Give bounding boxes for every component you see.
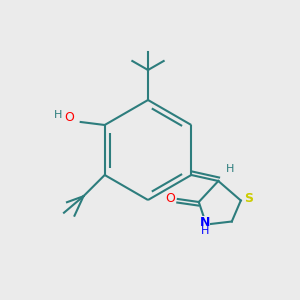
Text: S: S <box>244 193 253 206</box>
Text: H: H <box>201 226 209 236</box>
Text: O: O <box>165 193 175 206</box>
Text: H: H <box>54 110 62 119</box>
Text: H: H <box>226 164 235 174</box>
Text: O: O <box>64 111 74 124</box>
Text: N: N <box>200 216 210 229</box>
